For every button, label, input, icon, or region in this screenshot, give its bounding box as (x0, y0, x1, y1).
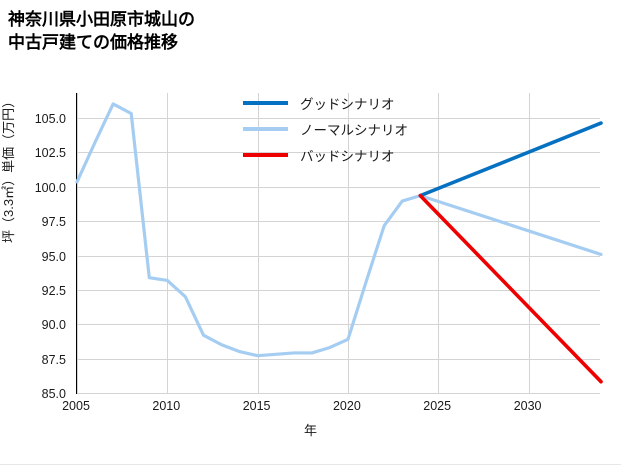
y-tick-label: 95.0 (41, 249, 66, 264)
gridline-vertical (348, 93, 349, 393)
gridline-horizontal (77, 152, 600, 154)
gridline-horizontal (77, 358, 600, 360)
chart-title: 神奈川県小田原市城山の 中古戸建ての価格推移 (8, 10, 195, 53)
legend-item-bad: バッドシナリオ (243, 142, 443, 168)
gridline-horizontal (77, 221, 600, 223)
y-tick-label: 102.5 (34, 146, 66, 161)
plot-area (75, 93, 603, 394)
x-tick-label: 2015 (242, 399, 271, 413)
legend-swatch-good (243, 101, 288, 105)
gridline-horizontal (77, 186, 600, 188)
gridline-vertical (77, 93, 78, 393)
x-tick-label: 2010 (152, 399, 181, 413)
series-line-good (418, 121, 603, 198)
legend-item-good: グッドシナリオ (243, 90, 443, 116)
chart-lines (75, 102, 603, 384)
x-tick-label: 2025 (423, 399, 452, 413)
gridline-horizontal (77, 393, 600, 394)
series-line-bad (418, 193, 603, 384)
x-tick-label: 2005 (62, 399, 90, 413)
y-tick-label: 105.0 (34, 112, 66, 126)
y-tick-label: 92.5 (41, 283, 66, 298)
gridline-horizontal (77, 289, 600, 291)
legend-swatch-bad (243, 153, 288, 157)
legend-label-normal: ノーマルシナリオ (300, 123, 408, 138)
gridline-horizontal (77, 255, 600, 257)
legend-item-normal: ノーマルシナリオ (243, 116, 443, 142)
y-tick-label: 90.0 (41, 318, 66, 333)
y-tick-label: 97.5 (41, 215, 66, 230)
legend-swatch-normal (243, 127, 288, 131)
gridline-vertical (167, 93, 169, 393)
x-tick-label: 2020 (332, 399, 361, 413)
gridline-vertical (528, 93, 530, 393)
legend-label-good: グッドシナリオ (300, 97, 395, 112)
gridline-horizontal (77, 324, 600, 326)
chart-legend: グッドシナリオ ノーマルシナリオ バッドシナリオ (243, 90, 443, 168)
series-line-normal (75, 102, 603, 358)
y-tick-label: 100.0 (34, 180, 66, 195)
gridline-horizontal (77, 118, 600, 119)
y-tick-label: 87.5 (41, 352, 66, 367)
gridline-vertical (257, 93, 259, 393)
x-axis-label: 年 (303, 423, 317, 438)
x-tick-label: 2030 (513, 399, 542, 413)
y-tick-label: 85.0 (41, 387, 66, 401)
gridline-vertical (438, 93, 440, 393)
legend-label-bad: バッドシナリオ (300, 149, 395, 164)
